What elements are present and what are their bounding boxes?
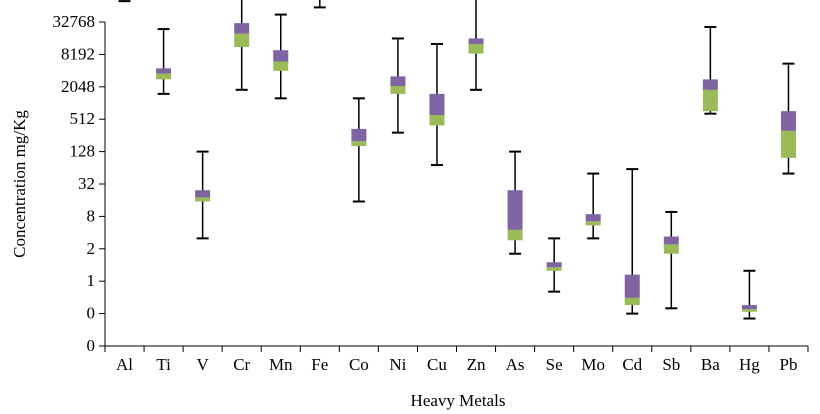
box-upper — [273, 50, 289, 62]
x-tick-label: Hg — [739, 355, 760, 374]
x-tick-label: Zn — [467, 355, 486, 374]
box-lower — [702, 89, 718, 112]
x-tick-label: V — [196, 355, 209, 374]
box-Mn — [273, 13, 289, 100]
box-Mo — [585, 172, 601, 240]
x-tick-label: Fe — [311, 355, 328, 374]
box-lower — [624, 297, 640, 306]
y-tick-label: 0 — [87, 304, 96, 323]
x-tick-label: Cu — [427, 355, 447, 374]
x-axis-title: Heavy Metals — [411, 391, 506, 410]
x-tick-group: Al Ti V Cr Mn Fe Co Ni Cu Zn As Se Mo Cd Sb Ba Hg Pb — [104, 346, 809, 374]
y-tick-label: 8192 — [61, 44, 95, 63]
box-lower — [234, 33, 250, 47]
box-lower — [351, 141, 367, 147]
x-tick-label: Co — [349, 355, 369, 374]
box-upper — [546, 262, 562, 268]
x-tick-label: Pb — [779, 355, 797, 374]
box-lower — [390, 86, 406, 94]
box-As — [507, 150, 523, 255]
y-tick-label: 2048 — [61, 77, 95, 96]
box-Pb — [780, 62, 796, 175]
y-tick-label: 1 — [87, 271, 96, 290]
box-Zn — [468, 0, 484, 91]
box-upper — [234, 23, 250, 34]
y-tick-label: 32 — [78, 174, 95, 193]
box-lower — [429, 115, 445, 126]
box-Hg — [741, 269, 757, 320]
box-Ti — [156, 28, 172, 95]
box-Sb — [663, 210, 679, 310]
box-upper — [663, 236, 679, 245]
box-upper — [429, 93, 445, 116]
box-V — [195, 150, 211, 240]
x-tick-label: Mn — [269, 355, 293, 374]
box-upper — [390, 76, 406, 87]
y-tick-label: 128 — [70, 142, 96, 161]
box-upper — [507, 190, 523, 230]
box-lower — [273, 61, 289, 71]
box-Cr — [234, 0, 250, 91]
box-upper — [468, 38, 484, 44]
x-tick-label: Ba — [701, 355, 720, 374]
box-lower — [156, 73, 172, 80]
box-lower — [741, 309, 757, 312]
y-tick-label: 2 — [87, 239, 96, 258]
y-tick-label: 32768 — [53, 12, 96, 31]
box-Co — [351, 97, 367, 203]
box-Ni — [390, 37, 406, 134]
box-upper — [351, 128, 367, 142]
box-lower — [780, 130, 796, 158]
box-Se — [546, 237, 562, 293]
box-lower — [663, 244, 679, 254]
x-tick-label: Ni — [389, 355, 406, 374]
x-tick-label: As — [506, 355, 525, 374]
box-upper — [156, 68, 172, 74]
box-lower — [546, 267, 562, 271]
x-tick-label: Sb — [662, 355, 680, 374]
x-tick-label: Cd — [622, 355, 642, 374]
box-Cu — [429, 42, 445, 167]
y-axis-title: Concentration mg/Kg — [10, 110, 29, 258]
box-Cd — [624, 168, 640, 315]
box-lower — [468, 43, 484, 54]
box-upper — [585, 214, 601, 222]
box-group — [118, 0, 796, 320]
box-upper — [780, 111, 796, 131]
box-upper — [195, 190, 211, 198]
box-Al — [118, 0, 131, 3]
x-tick-label: Se — [546, 355, 563, 374]
box-upper — [702, 79, 718, 90]
x-tick-label: Cr — [233, 355, 250, 374]
x-tick-label: Al — [116, 355, 133, 374]
box-lower — [507, 229, 523, 241]
y-tick-label: 0 — [87, 336, 96, 355]
x-tick-label: Ti — [156, 355, 171, 374]
box-Fe — [313, 0, 326, 9]
y-tick-label: 8 — [87, 206, 96, 225]
y-tick-label: 512 — [70, 109, 96, 128]
box-lower — [585, 221, 601, 226]
x-tick-label: Mo — [581, 355, 605, 374]
box-lower — [195, 197, 211, 202]
box-upper — [624, 274, 640, 298]
box-Ba — [702, 26, 718, 115]
box-upper — [741, 305, 757, 310]
